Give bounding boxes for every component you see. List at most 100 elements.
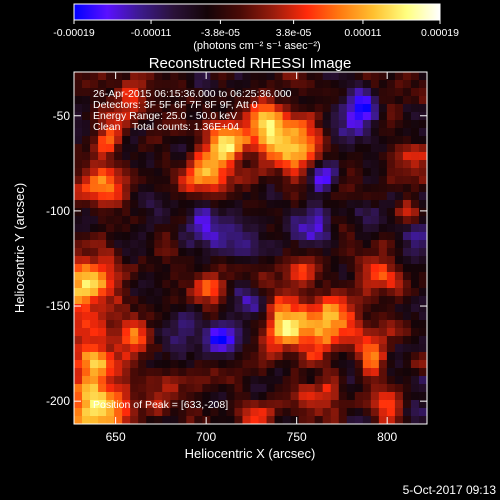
heatmap-pixel	[418, 104, 427, 113]
heatmap-pixel	[370, 120, 380, 129]
heatmap-pixel	[354, 208, 364, 217]
heatmap-pixel	[106, 272, 115, 281]
heatmap-pixel	[202, 312, 211, 321]
heatmap-pixel	[362, 120, 372, 129]
heatmap-pixel	[370, 312, 380, 321]
heatmap-pixel	[202, 288, 211, 297]
heatmap-pixel	[410, 136, 420, 145]
heatmap-pixel	[154, 328, 163, 337]
heatmap-pixel	[266, 352, 276, 361]
heatmap-pixel	[410, 272, 420, 281]
heatmap-pixel	[346, 248, 356, 257]
heatmap-pixel	[378, 96, 388, 105]
heatmap-pixel	[162, 96, 171, 105]
heatmap-pixel	[258, 232, 268, 241]
heatmap-pixel	[370, 168, 380, 177]
heatmap-pixel	[338, 392, 348, 401]
x-tick-label: 800	[377, 430, 397, 444]
heatmap-pixel	[370, 152, 380, 161]
heatmap-pixel	[90, 96, 99, 105]
heatmap-pixel	[394, 416, 404, 424]
heatmap-pixel	[338, 80, 348, 89]
heatmap-pixel	[298, 232, 308, 241]
heatmap-pixel	[322, 152, 332, 161]
heatmap-pixel	[202, 304, 211, 313]
heatmap-pixel	[250, 336, 260, 345]
heatmap-pixel	[338, 168, 348, 177]
heatmap-pixel	[298, 328, 308, 337]
heatmap-pixel	[74, 416, 83, 424]
heatmap-pixel	[322, 312, 332, 321]
heatmap-pixel	[154, 312, 163, 321]
heatmap-pixel	[378, 136, 388, 145]
heatmap-pixel	[210, 344, 220, 353]
heatmap-pixel	[106, 328, 115, 337]
heatmap-pixel	[74, 240, 83, 249]
heatmap-pixel	[130, 248, 139, 257]
heatmap-pixel	[298, 184, 308, 193]
heatmap-pixel	[266, 240, 276, 249]
heatmap-pixel	[306, 328, 316, 337]
heatmap-pixel	[202, 248, 211, 257]
heatmap-pixel	[90, 256, 99, 265]
heatmap-pixel	[370, 256, 380, 265]
heatmap-pixel	[394, 216, 404, 225]
heatmap-pixel	[234, 320, 244, 329]
heatmap-pixel	[130, 160, 139, 169]
heatmap-pixel	[226, 104, 236, 113]
heatmap-pixel	[322, 248, 332, 257]
annotation-block: 26-Apr-2015 06:15:36.000 to 06:25:36.000…	[93, 88, 292, 133]
heatmap-pixel	[410, 296, 420, 305]
heatmap-pixel	[410, 408, 420, 417]
heatmap-pixel	[226, 264, 236, 273]
heatmap-pixel	[74, 328, 83, 337]
heatmap-pixel	[226, 312, 236, 321]
heatmap-pixel	[322, 416, 332, 424]
heatmap-pixel	[186, 72, 195, 81]
heatmap-pixel	[218, 208, 228, 217]
heatmap-pixel	[354, 384, 364, 393]
heatmap-pixel	[146, 144, 155, 153]
heatmap-pixel	[130, 328, 139, 337]
heatmap-pixel	[306, 208, 316, 217]
heatmap-pixel	[218, 280, 228, 289]
heatmap-pixel	[202, 80, 211, 89]
heatmap-pixel	[250, 296, 260, 305]
heatmap-pixel	[98, 224, 107, 233]
heatmap-pixel	[250, 192, 260, 201]
heatmap-pixel	[354, 288, 364, 297]
heatmap-pixel	[114, 96, 123, 105]
heatmap-pixel	[346, 416, 356, 424]
heatmap-pixel	[338, 216, 348, 225]
heatmap-pixel	[186, 152, 195, 161]
heatmap-pixel	[354, 120, 364, 129]
heatmap-pixel	[74, 352, 83, 361]
heatmap-pixel	[298, 144, 308, 153]
y-tick-label: -100	[46, 204, 70, 218]
heatmap-pixel	[234, 184, 244, 193]
heatmap-pixel	[290, 136, 300, 145]
heatmap-pixel	[98, 72, 107, 81]
heatmap-pixel	[322, 224, 332, 233]
heatmap-pixel	[306, 144, 316, 153]
heatmap-pixel	[74, 384, 83, 393]
heatmap-pixel	[106, 184, 115, 193]
heatmap-pixel	[98, 296, 107, 305]
heatmap-pixel	[162, 400, 171, 409]
heatmap-pixel	[290, 104, 300, 113]
heatmap-pixel	[210, 368, 220, 377]
heatmap-pixel	[274, 200, 284, 209]
heatmap-pixel	[218, 144, 228, 153]
heatmap-pixel	[386, 376, 396, 385]
heatmap-pixel	[370, 160, 380, 169]
heatmap-pixel	[162, 248, 171, 257]
heatmap-pixel	[386, 208, 396, 217]
heatmap-pixel	[378, 264, 388, 273]
heatmap-pixel	[346, 128, 356, 137]
heatmap-pixel	[130, 376, 139, 385]
heatmap-pixel	[82, 248, 91, 257]
peak-position-label: Position of Peak = [633,-208]	[93, 399, 228, 411]
heatmap-pixel	[258, 208, 268, 217]
heatmap-pixel	[282, 128, 292, 137]
heatmap-pixel	[82, 144, 91, 153]
